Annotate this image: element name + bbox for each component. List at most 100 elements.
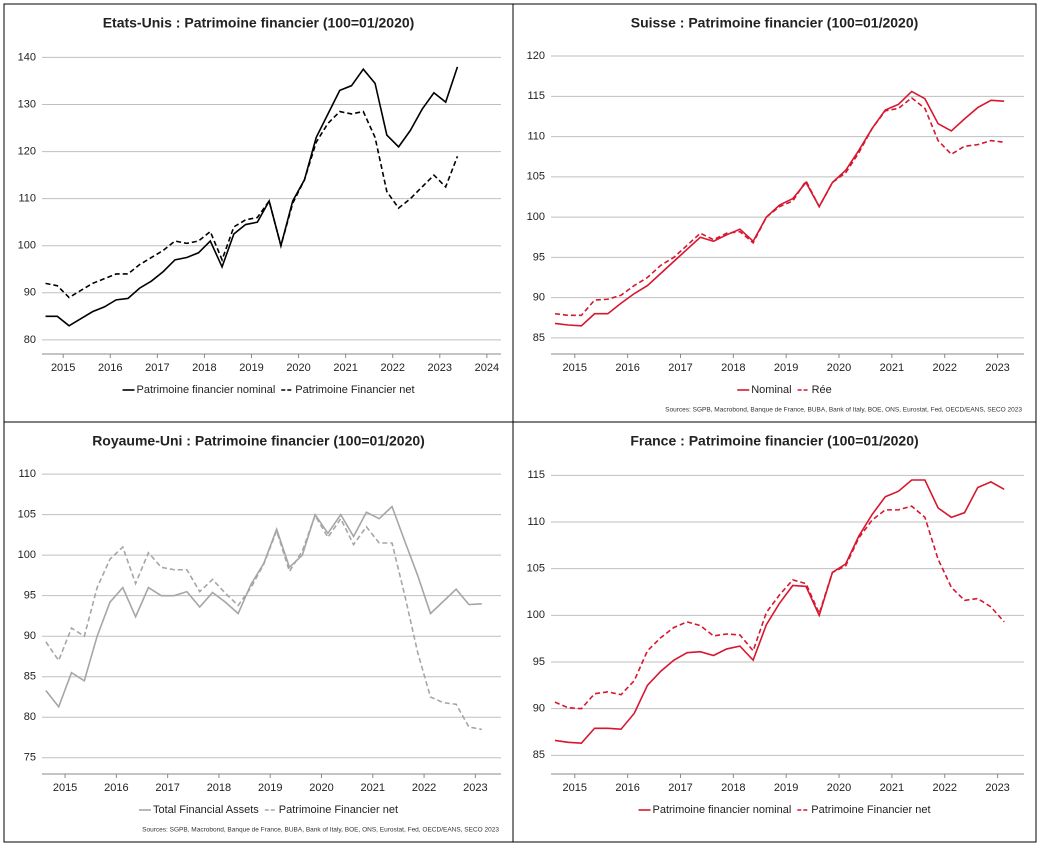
x-tick-label: 2018 xyxy=(192,362,216,374)
chart-title: Etats-Unis : Patrimoine financier (100=0… xyxy=(103,15,415,31)
chart-title: Suisse : Patrimoine financier (100=01/20… xyxy=(631,15,919,31)
x-tick-label: 2019 xyxy=(258,782,282,794)
x-tick-label: 2021 xyxy=(880,362,904,374)
x-tick-label: 2019 xyxy=(774,782,798,794)
series-line xyxy=(45,513,482,731)
y-tick-label: 110 xyxy=(18,193,36,205)
y-tick-label: 105 xyxy=(527,563,545,575)
x-tick-label: 2017 xyxy=(668,362,692,374)
x-tick-label: 2018 xyxy=(721,362,745,374)
y-tick-label: 90 xyxy=(24,287,36,299)
y-tick-label: 140 xyxy=(18,51,36,63)
legend: Nominal Rée xyxy=(737,384,832,396)
x-tick-label: 2023 xyxy=(985,362,1009,374)
series-line xyxy=(554,90,1005,327)
x-tick-label: 2016 xyxy=(615,782,639,794)
y-tick-label: 130 xyxy=(18,98,36,110)
legend-label: Nominal xyxy=(751,384,791,396)
y-tick-label: 110 xyxy=(18,468,36,480)
y-tick-label: 100 xyxy=(527,609,545,621)
legend-label: Patrimoine Financier net xyxy=(811,804,930,816)
x-tick-label: 2015 xyxy=(51,362,75,374)
legend-label: Rée xyxy=(812,384,832,396)
chart-panel: Royaume-Uni : Patrimoine financier (100=… xyxy=(3,421,514,843)
x-tick-label: 2022 xyxy=(412,782,436,794)
x-tick-label: 2020 xyxy=(286,362,310,374)
panel-border xyxy=(512,421,1037,843)
x-tick-label: 2021 xyxy=(361,782,385,794)
x-tick-label: 2022 xyxy=(932,362,956,374)
y-tick-label: 90 xyxy=(533,703,545,715)
x-tick-label: 2021 xyxy=(333,362,357,374)
x-tick-label: 2015 xyxy=(563,362,587,374)
y-tick-label: 85 xyxy=(533,332,545,344)
x-tick-label: 2017 xyxy=(155,782,179,794)
y-tick-label: 90 xyxy=(533,292,545,304)
y-tick-label: 105 xyxy=(527,171,545,183)
x-tick-label: 2020 xyxy=(827,782,851,794)
source-note: Sources: SGPB, Macrobond, Banque de Fran… xyxy=(665,407,1022,414)
y-tick-label: 85 xyxy=(24,671,36,683)
chart-title: France : Patrimoine financier (100=01/20… xyxy=(630,433,918,449)
y-tick-label: 80 xyxy=(24,711,36,723)
y-tick-label: 110 xyxy=(527,516,545,528)
y-tick-label: 100 xyxy=(18,549,36,561)
series-line xyxy=(554,505,1005,710)
series-line xyxy=(45,66,459,327)
x-tick-label: 2022 xyxy=(932,782,956,794)
x-tick-label: 2019 xyxy=(774,362,798,374)
y-tick-label: 100 xyxy=(527,211,545,223)
x-tick-label: 2019 xyxy=(239,362,263,374)
y-tick-label: 95 xyxy=(533,656,545,668)
x-tick-label: 2016 xyxy=(615,362,639,374)
series-line xyxy=(554,96,1005,317)
x-tick-label: 2020 xyxy=(827,362,851,374)
y-tick-label: 95 xyxy=(533,251,545,263)
x-tick-label: 2018 xyxy=(721,782,745,794)
panel-border xyxy=(3,421,514,843)
source-note: Sources: SGPB, Macrobond, Banque de Fran… xyxy=(142,827,499,834)
panel-border xyxy=(512,3,1037,423)
y-tick-label: 100 xyxy=(18,240,36,252)
legend: Total Financial Assets Patrimoine Financi… xyxy=(138,804,398,816)
y-tick-label: 85 xyxy=(533,749,545,761)
chart-panel: France : Patrimoine financier (100=01/20… xyxy=(512,421,1037,843)
chart-panel: Etats-Unis : Patrimoine financier (100=0… xyxy=(3,3,514,423)
x-tick-label: 2024 xyxy=(475,362,499,374)
x-tick-label: 2017 xyxy=(668,782,692,794)
legend-label: Patrimoine Financier net xyxy=(279,804,398,816)
y-tick-label: 105 xyxy=(18,509,36,521)
y-tick-label: 90 xyxy=(24,630,36,642)
legend: Patrimoine financier nominal Patrimoine F… xyxy=(638,804,931,816)
y-tick-label: 120 xyxy=(18,145,36,157)
x-tick-label: 2021 xyxy=(880,782,904,794)
series-line xyxy=(554,479,1005,745)
panel-border xyxy=(3,3,514,423)
legend-label: Total Financial Assets xyxy=(153,804,259,816)
legend-label: Patrimoine financier nominal xyxy=(652,804,791,816)
series-line xyxy=(45,110,459,299)
y-tick-label: 120 xyxy=(527,50,545,62)
y-tick-label: 80 xyxy=(24,334,36,346)
y-tick-label: 110 xyxy=(527,130,545,142)
x-tick-label: 2017 xyxy=(145,362,169,374)
x-tick-label: 2016 xyxy=(98,362,122,374)
x-tick-label: 2020 xyxy=(309,782,333,794)
x-tick-label: 2018 xyxy=(207,782,231,794)
x-tick-label: 2015 xyxy=(53,782,77,794)
legend-label: Patrimoine financier nominal xyxy=(136,384,275,396)
x-tick-label: 2023 xyxy=(985,782,1009,794)
y-tick-label: 75 xyxy=(24,752,36,764)
chart-panel: Suisse : Patrimoine financier (100=01/20… xyxy=(512,3,1037,423)
y-tick-label: 115 xyxy=(527,90,545,102)
x-tick-label: 2016 xyxy=(104,782,128,794)
chart-title: Royaume-Uni : Patrimoine financier (100=… xyxy=(92,433,425,449)
y-tick-label: 115 xyxy=(527,469,545,481)
x-tick-label: 2022 xyxy=(380,362,404,374)
x-tick-label: 2023 xyxy=(463,782,487,794)
x-tick-label: 2015 xyxy=(563,782,587,794)
x-tick-label: 2023 xyxy=(428,362,452,374)
y-tick-label: 95 xyxy=(24,590,36,602)
legend: Patrimoine financier nominal Patrimoine F… xyxy=(122,384,415,396)
